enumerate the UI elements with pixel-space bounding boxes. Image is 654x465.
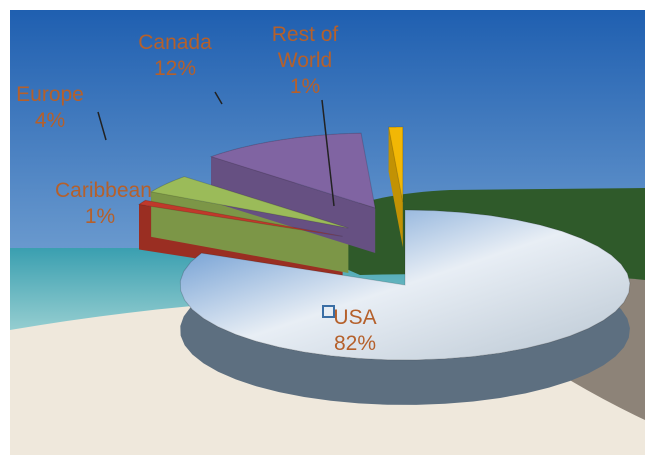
value-label: 1%: [84, 205, 116, 228]
category-label: Caribbean: [55, 179, 152, 202]
leader-line: [214, 91, 223, 105]
category-label: Canada: [138, 31, 212, 54]
value-label: 4%: [34, 109, 66, 132]
data-label: Caribbean 1%: [55, 178, 152, 230]
slice: [388, 126, 404, 203]
slice: [137, 199, 343, 237]
leader-line: [97, 111, 107, 141]
data-label: Rest of World 1%: [265, 22, 345, 100]
value-label: 1%: [289, 75, 321, 98]
leader-line: [321, 99, 335, 207]
slice-wall: [388, 127, 403, 248]
category-label: USA: [333, 306, 377, 329]
data-label: Europe 4%: [5, 82, 95, 134]
data-label: USA 82%: [310, 305, 400, 357]
slice: [179, 209, 631, 361]
category-label: Europe: [16, 83, 84, 106]
slice-wall: [211, 156, 376, 253]
slice: [149, 176, 349, 229]
data-label: Canada 12%: [130, 30, 220, 82]
value-label: 12%: [153, 57, 197, 80]
value-label: 82%: [333, 332, 377, 355]
slice: [209, 132, 376, 209]
pie: [97, 91, 631, 405]
legend-key: [322, 305, 335, 318]
category-label: Rest of World: [271, 23, 339, 72]
